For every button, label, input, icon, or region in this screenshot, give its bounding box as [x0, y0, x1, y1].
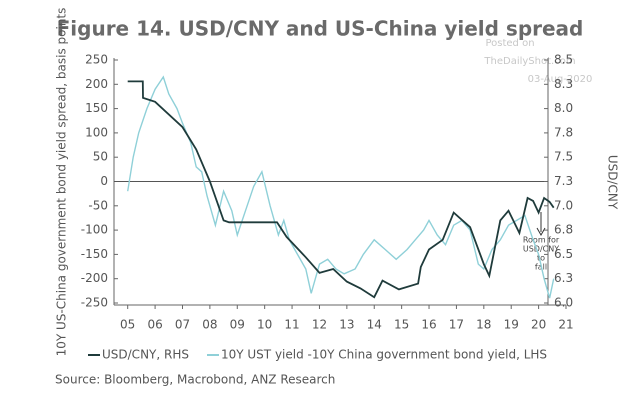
x-tick-label: 12 [312, 318, 327, 332]
y-tick-label: -150 [81, 247, 108, 261]
x-tick-label: 18 [476, 318, 491, 332]
x-tick-label: 08 [202, 318, 217, 332]
y2-tick-label: 7.8 [554, 125, 573, 139]
x-tick-label: 21 [558, 318, 573, 332]
x-tick-label: 20 [531, 318, 546, 332]
x-tick-label: 07 [175, 318, 190, 332]
y-tick-label: 0 [100, 174, 108, 188]
y-tick-label: -100 [81, 223, 108, 237]
y-tick-label: 150 [85, 101, 108, 115]
x-tick-label: 10 [257, 318, 272, 332]
x-tick-label: 14 [367, 318, 382, 332]
x-tick-label: 05 [120, 318, 135, 332]
y2-tick-label: 7.5 [554, 150, 573, 164]
y-tick-label: 250 [85, 53, 108, 67]
series-line [127, 80, 555, 299]
watermark: Posted on [485, 38, 534, 49]
x-tick-label: 15 [394, 318, 409, 332]
chart-title: Figure 14. USD/CNY and US-China yield sp… [57, 17, 584, 41]
annotation: to [537, 254, 545, 263]
watermark: 03-Aug-2020 [528, 74, 593, 85]
x-tick-label: 17 [449, 318, 464, 332]
annotation-arrow [536, 227, 546, 237]
x-tick-label: 11 [284, 318, 299, 332]
series-line [127, 75, 555, 299]
x-tick-label: 19 [504, 318, 519, 332]
x-tick-label: 13 [339, 318, 354, 332]
y2-tick-label: 7.0 [554, 198, 573, 212]
legend-label: USD/CNY, RHS [102, 348, 189, 362]
y2-tick-label: 6.3 [554, 271, 573, 285]
x-tick-label: 09 [230, 318, 245, 332]
y-tick-label: -50 [88, 198, 108, 212]
annotation: Room for [523, 236, 560, 245]
y2-tick-label: 8.0 [554, 101, 573, 115]
y2-tick-label: 8.3 [554, 77, 573, 91]
source: Source: Bloomberg, Macrobond, ANZ Resear… [55, 373, 335, 387]
y-axis-title: 10Y US-China government bond yield sprea… [55, 8, 69, 357]
x-tick-label: 06 [147, 318, 162, 332]
y2-tick-label: 7.3 [554, 174, 573, 188]
annotation: USD/CNY [523, 245, 559, 254]
y-tick-label: -200 [81, 271, 108, 285]
y2-tick-label: 6.5 [554, 247, 573, 261]
y-tick-label: 100 [85, 125, 108, 139]
y2-tick-label: 8.5 [554, 53, 573, 67]
y-tick-label: 50 [93, 150, 108, 164]
y2-axis-title: USD/CNY [606, 155, 620, 210]
y2-tick-label: 6.8 [554, 223, 573, 237]
y2-tick-label: 6.0 [554, 296, 573, 310]
legend-label: 10Y UST yield -10Y China government bond… [221, 348, 547, 362]
x-tick-label: 16 [421, 318, 436, 332]
y-tick-label: 200 [85, 77, 108, 91]
watermark: TheDailyShot.com [483, 56, 575, 67]
y-tick-label: -250 [81, 296, 108, 310]
